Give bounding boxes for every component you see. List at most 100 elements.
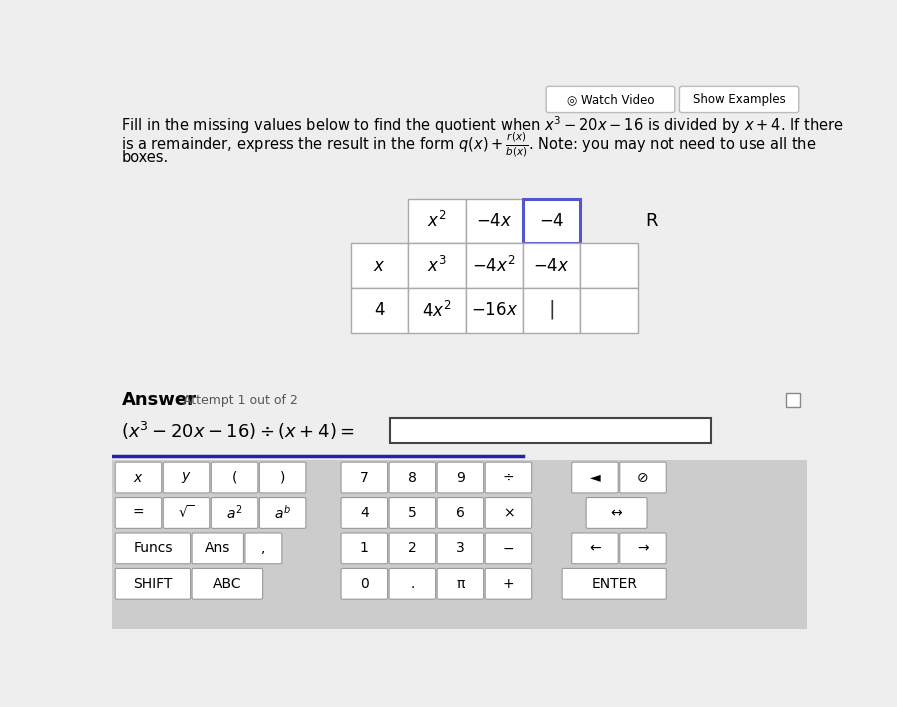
FancyBboxPatch shape <box>389 498 436 528</box>
FancyBboxPatch shape <box>546 86 675 112</box>
Bar <box>112 460 807 629</box>
FancyBboxPatch shape <box>341 533 388 563</box>
Text: $-4$: $-4$ <box>539 212 564 230</box>
Text: $\sqrt{\,}$: $\sqrt{\,}$ <box>179 505 195 521</box>
Text: ÷: ÷ <box>502 471 514 484</box>
Text: 6: 6 <box>456 506 465 520</box>
FancyBboxPatch shape <box>389 568 436 600</box>
FancyBboxPatch shape <box>485 498 532 528</box>
FancyBboxPatch shape <box>245 533 282 563</box>
Text: →: → <box>637 542 649 556</box>
Text: ◄: ◄ <box>589 471 600 484</box>
Bar <box>580 243 638 288</box>
Bar <box>523 243 580 288</box>
Text: ENTER: ENTER <box>591 577 637 591</box>
FancyBboxPatch shape <box>341 498 388 528</box>
FancyBboxPatch shape <box>212 498 257 528</box>
FancyBboxPatch shape <box>389 533 436 563</box>
FancyBboxPatch shape <box>571 533 618 563</box>
Text: ABC: ABC <box>213 577 241 591</box>
Text: 2: 2 <box>408 542 417 556</box>
Text: Attempt 1 out of 2: Attempt 1 out of 2 <box>183 395 299 407</box>
Text: R: R <box>645 212 658 230</box>
Bar <box>523 199 580 243</box>
FancyBboxPatch shape <box>115 533 190 563</box>
Text: Funcs: Funcs <box>133 542 172 556</box>
Text: $-4x$: $-4x$ <box>534 257 570 275</box>
Text: ×: × <box>502 506 514 520</box>
Bar <box>466 199 523 243</box>
Text: $y$: $y$ <box>181 470 192 485</box>
Text: $a^b$: $a^b$ <box>274 504 291 522</box>
Text: ): ) <box>280 471 285 484</box>
Text: Fill in the missing values below to find the quotient when $x^3 - 20x - 16$ is d: Fill in the missing values below to find… <box>121 114 844 136</box>
FancyBboxPatch shape <box>163 498 210 528</box>
Text: $-16x$: $-16x$ <box>471 301 518 320</box>
Text: 5: 5 <box>408 506 417 520</box>
Text: 1: 1 <box>360 542 369 556</box>
Text: $4x^2$: $4x^2$ <box>422 300 451 320</box>
Text: 3: 3 <box>456 542 465 556</box>
Text: ,: , <box>261 542 266 556</box>
FancyBboxPatch shape <box>485 462 532 493</box>
Text: $(x^3 - 20x - 16) \div (x + 4) =$: $(x^3 - 20x - 16) \div (x + 4) =$ <box>121 420 355 442</box>
FancyBboxPatch shape <box>115 568 190 600</box>
Bar <box>351 243 408 288</box>
FancyBboxPatch shape <box>437 568 483 600</box>
FancyBboxPatch shape <box>679 86 798 112</box>
FancyBboxPatch shape <box>115 498 161 528</box>
Text: |: | <box>548 299 555 319</box>
FancyBboxPatch shape <box>259 498 306 528</box>
Text: +: + <box>502 577 514 591</box>
FancyBboxPatch shape <box>437 498 483 528</box>
Text: 7: 7 <box>360 471 369 484</box>
Bar <box>351 288 408 333</box>
Text: 9: 9 <box>456 471 465 484</box>
Text: $x$: $x$ <box>373 257 386 275</box>
Text: .: . <box>410 577 414 591</box>
Text: (: ( <box>231 471 238 484</box>
Bar <box>408 243 466 288</box>
Text: $a^2$: $a^2$ <box>226 503 243 522</box>
FancyBboxPatch shape <box>389 462 436 493</box>
FancyBboxPatch shape <box>485 533 532 563</box>
FancyBboxPatch shape <box>571 462 618 493</box>
FancyBboxPatch shape <box>485 568 532 600</box>
Text: Show Examples: Show Examples <box>692 93 786 106</box>
FancyBboxPatch shape <box>562 568 666 600</box>
FancyBboxPatch shape <box>259 462 306 493</box>
Text: 4: 4 <box>360 506 369 520</box>
FancyBboxPatch shape <box>586 498 647 528</box>
FancyBboxPatch shape <box>437 462 483 493</box>
Text: ⊘: ⊘ <box>637 471 649 484</box>
FancyBboxPatch shape <box>192 533 243 563</box>
Bar <box>408 199 466 243</box>
Text: boxes.: boxes. <box>121 149 169 165</box>
Bar <box>466 243 523 288</box>
Bar <box>408 288 466 333</box>
Bar <box>580 288 638 333</box>
Text: 0: 0 <box>360 577 369 591</box>
Text: ↔: ↔ <box>611 506 623 520</box>
FancyBboxPatch shape <box>192 568 263 600</box>
Text: $x$: $x$ <box>133 471 144 484</box>
FancyBboxPatch shape <box>212 462 257 493</box>
Bar <box>523 288 580 333</box>
Bar <box>466 288 523 333</box>
Text: Answer: Answer <box>121 391 196 409</box>
FancyBboxPatch shape <box>437 533 483 563</box>
Text: −: − <box>502 542 514 556</box>
Text: Ans: Ans <box>205 542 231 556</box>
Bar <box>389 419 711 443</box>
FancyBboxPatch shape <box>620 533 666 563</box>
FancyBboxPatch shape <box>620 462 666 493</box>
Text: $4$: $4$ <box>374 301 386 320</box>
Text: ←: ← <box>589 542 601 556</box>
Text: SHIFT: SHIFT <box>133 577 172 591</box>
Text: $-4x^2$: $-4x^2$ <box>473 256 516 276</box>
FancyBboxPatch shape <box>115 462 161 493</box>
FancyBboxPatch shape <box>163 462 210 493</box>
Text: ◎ Watch Video: ◎ Watch Video <box>567 93 654 106</box>
Text: =: = <box>133 506 144 520</box>
Text: $x^2$: $x^2$ <box>427 211 447 231</box>
